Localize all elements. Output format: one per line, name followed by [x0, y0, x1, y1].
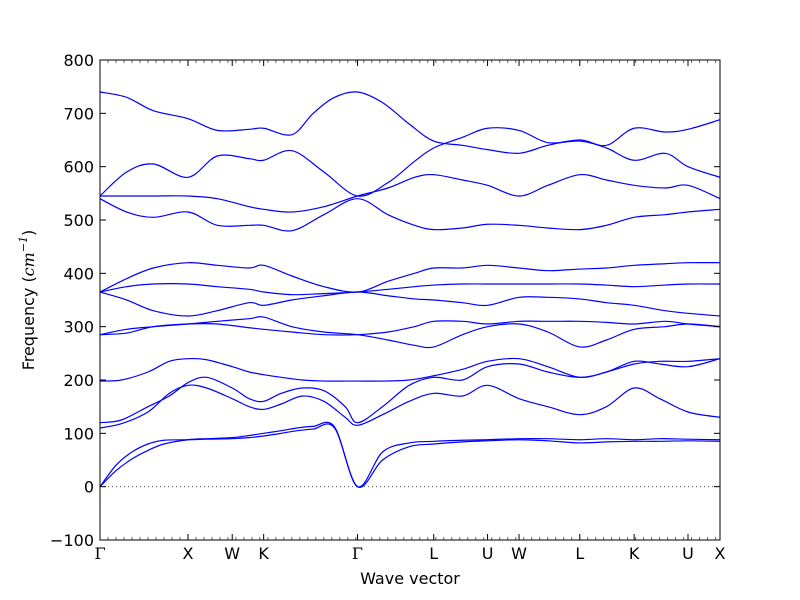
y-tick-label: 200 [63, 371, 94, 390]
band-line-13 [99, 127, 721, 197]
x-tick-label: U [482, 544, 494, 563]
x-tick-label: X [182, 544, 193, 563]
y-tick-label: 700 [63, 104, 94, 123]
x-tick-label: W [224, 544, 240, 563]
y-tick-label: 800 [63, 51, 94, 70]
y-tick-label: 600 [63, 158, 94, 177]
band-line-12 [100, 173, 721, 213]
band-line-3 [99, 384, 721, 429]
y-tick-label: 300 [63, 318, 94, 337]
x-axis-title: Wave vector [360, 569, 460, 588]
plot-frame [99, 59, 721, 541]
band-line-14 [99, 91, 721, 155]
band-line-7 [99, 316, 721, 349]
band-line-8 [99, 283, 721, 296]
y-axis: −100 0 100 200 300 400 500 600 700 800 [50, 51, 720, 550]
x-tick-label: X [715, 544, 726, 563]
y-tick-label: 400 [63, 264, 94, 283]
y-axis-title-suffix: ) [19, 230, 38, 236]
y-tick-label: 0 [84, 478, 94, 497]
y-axis-title-prefix: Frequency ( [19, 276, 38, 370]
x-tick-label: U [682, 544, 694, 563]
x-tick-label: L [429, 544, 438, 563]
y-axis-title-unit-exponent: −1 [17, 236, 30, 252]
x-tick-label: K [258, 544, 269, 563]
y-axis-title: Frequency (cm−1) [17, 230, 38, 371]
y-tick-label: 100 [63, 424, 94, 443]
y-axis-title-unit: cm [19, 252, 38, 276]
band-line-10 [99, 291, 721, 317]
x-tick-label: K [629, 544, 640, 563]
x-tick-label: W [511, 544, 527, 563]
band-line-11 [99, 198, 721, 232]
series-group [99, 91, 721, 488]
x-tick-label: Γ [352, 544, 363, 563]
band-line-2 [99, 423, 721, 488]
x-tick-label: L [575, 544, 584, 563]
x-tick-label: Γ [94, 544, 105, 563]
band-line-5 [99, 357, 721, 382]
y-tick-label: 500 [63, 211, 94, 230]
band-line-9 [99, 261, 721, 293]
y-tick-label: −100 [50, 531, 94, 550]
band-line-6 [99, 320, 721, 336]
